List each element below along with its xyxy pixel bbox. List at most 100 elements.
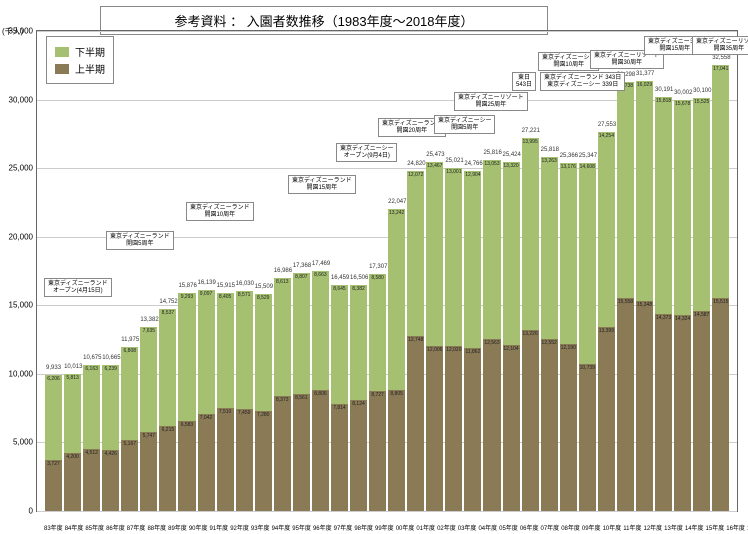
x-tick-label: 97年度 xyxy=(334,523,353,532)
bar-total-label: 11,975 xyxy=(121,337,138,343)
bar-total-label: 10,013 xyxy=(64,364,81,370)
bar-11年度: 14,60825,34710,739 xyxy=(579,31,596,511)
callout-annotation: 東京ディズニーリゾート開園35周年 xyxy=(692,36,748,55)
bar-segment-first-half: 4,426 xyxy=(102,450,119,511)
segment-value-first-half: 15,515 xyxy=(712,299,729,305)
bar-94年度: 8,52915,5097,280 xyxy=(255,31,272,511)
callout-annotation: 東京ディズニーリゾート開園25周年 xyxy=(454,92,528,111)
bar-segment-second-half: 12,90424,766 xyxy=(464,171,481,348)
segment-value-first-half: 14,373 xyxy=(655,315,672,321)
bar-12年度: 14,25427,55313,399 xyxy=(598,31,615,511)
bar-segment-first-half: 12,748 xyxy=(407,336,424,511)
bar-segment-second-half: 8,66317,469 xyxy=(312,271,329,390)
callout-annotation: 東京ディズニーランド 343日東京ディズニーシー 339日 xyxy=(540,72,625,91)
bar-86年度: 6,23910,6654,426 xyxy=(102,31,119,511)
x-tick-label: 04年度 xyxy=(478,523,497,532)
y-tick-label: 30,000 xyxy=(7,95,33,104)
bar-total-label: 15,915 xyxy=(217,283,234,289)
segment-value-second-half: 15,818 xyxy=(655,98,672,104)
segment-value-first-half: 12,020 xyxy=(445,347,462,353)
bar-01年度: 13,24222,0478,805 xyxy=(388,31,405,511)
bar-total-label: 10,665 xyxy=(102,355,119,361)
bar-segment-first-half: 13,399 xyxy=(598,327,615,511)
bar-03年度: 13,46725,47312,006 xyxy=(426,31,443,511)
bar-total-label: 25,818 xyxy=(541,147,558,153)
x-tick-label: 01年度 xyxy=(416,523,435,532)
legend-label-first-half: 上半期 xyxy=(75,61,105,76)
segment-value-first-half: 14,324 xyxy=(674,316,691,322)
segment-value-second-half: 15,525 xyxy=(693,99,710,105)
segment-value-first-half: 8,373 xyxy=(274,397,291,403)
bar-14年度: 16,02931,37715,348 xyxy=(636,31,653,511)
bar-total-label: 24,766 xyxy=(464,161,481,167)
x-tick-label: 09年度 xyxy=(582,523,601,532)
segment-value-first-half: 11,862 xyxy=(464,349,481,355)
bar-85年度: 6,16310,6754,512 xyxy=(83,31,100,511)
y-tick-label: 20,000 xyxy=(7,232,33,241)
bar-total-label: 15,876 xyxy=(178,283,195,289)
bar-09年度: 13,26325,81812,552 xyxy=(541,31,558,511)
bar-segment-first-half: 7,042 xyxy=(198,414,215,511)
bar-83年度: 6,2069,9333,727 xyxy=(45,31,62,511)
bar-segment-second-half: 16,02931,377 xyxy=(636,81,653,301)
bar-total-label: 16,506 xyxy=(350,275,367,281)
y-tick-label: 0 xyxy=(7,507,33,516)
bar-total-label: 25,021 xyxy=(445,158,462,164)
bar-90年度: 9,29315,8766,583 xyxy=(178,31,195,511)
bar-total-label: 13,382 xyxy=(140,317,157,323)
x-tick-label: 91年度 xyxy=(210,523,229,532)
segment-value-first-half: 5,167 xyxy=(121,441,138,447)
segment-value-second-half: 13,001 xyxy=(445,169,462,175)
segment-value-second-half: 17,041 xyxy=(712,66,729,72)
segment-value-second-half: 8,663 xyxy=(312,272,329,278)
bar-segment-second-half: 13,99527,221 xyxy=(522,138,539,330)
bar-total-label: 25,816 xyxy=(483,150,500,156)
bar-total-label: 27,553 xyxy=(598,122,615,128)
gridline xyxy=(37,511,737,512)
bar-total-label: 16,030 xyxy=(236,281,253,287)
x-tick-label: 94年度 xyxy=(272,523,291,532)
bar-segment-first-half: 5,747 xyxy=(140,432,157,511)
segment-value-first-half: 8,727 xyxy=(369,392,386,398)
segment-value-first-half: 12,748 xyxy=(407,337,424,343)
bar-segment-second-half: 8,80717,368 xyxy=(293,273,310,394)
bar-total-label: 17,368 xyxy=(293,263,310,269)
segment-value-second-half: 13,467 xyxy=(426,163,443,169)
bar-segment-second-half: 9,29315,876 xyxy=(178,293,195,420)
x-tick-label: 84年度 xyxy=(65,523,84,532)
segment-value-second-half: 13,242 xyxy=(388,210,405,216)
segment-value-second-half: 16,029 xyxy=(636,82,653,88)
bar-segment-first-half: 8,373 xyxy=(274,396,291,511)
segment-value-second-half: 8,580 xyxy=(369,275,386,281)
x-tick-label: 90年度 xyxy=(189,523,208,532)
callout-annotation: 東京ディズニーシーオープン(9月4日) xyxy=(336,143,397,162)
segment-value-second-half: 8,382 xyxy=(350,286,367,292)
bar-total-label: 25,347 xyxy=(579,153,596,159)
x-tick-label: 02年度 xyxy=(437,523,456,532)
bar-segment-second-half: 13,00125,021 xyxy=(445,168,462,346)
chart-plot-area: 05,00010,00015,00020,00025,00030,00035,0… xyxy=(36,30,738,512)
legend-label-second-half: 下半期 xyxy=(75,44,105,59)
bar-segment-first-half: 5,167 xyxy=(121,440,138,511)
bar-segment-first-half: 10,739 xyxy=(579,364,596,511)
segment-value-first-half: 12,104 xyxy=(503,346,520,352)
x-tick-label: 96年度 xyxy=(313,523,332,532)
segment-value-first-half: 12,552 xyxy=(541,340,558,346)
segment-value-second-half: 9,293 xyxy=(178,294,195,300)
segment-value-second-half: 8,807 xyxy=(293,274,310,280)
bar-segment-second-half: 6,16310,675 xyxy=(83,365,100,450)
segment-value-first-half: 10,739 xyxy=(579,365,596,371)
segment-value-second-half: 8,613 xyxy=(274,279,291,285)
x-tick-label: 99年度 xyxy=(375,523,394,532)
segment-value-second-half: 5,813 xyxy=(64,375,81,381)
segment-value-first-half: 3,727 xyxy=(45,461,62,467)
segment-value-first-half: 6,583 xyxy=(178,422,195,428)
bar-segment-first-half: 15,515 xyxy=(712,298,729,511)
bar-total-label: 17,307 xyxy=(369,264,386,270)
bar-total-label: 25,473 xyxy=(426,152,443,158)
segment-value-second-half: 13,053 xyxy=(483,161,500,167)
bar-95年度: 8,61316,9868,373 xyxy=(274,31,291,511)
segment-value-first-half: 8,124 xyxy=(350,401,367,407)
segment-value-second-half: 8,571 xyxy=(236,292,253,298)
x-tick-label: 83年度 xyxy=(44,523,63,532)
